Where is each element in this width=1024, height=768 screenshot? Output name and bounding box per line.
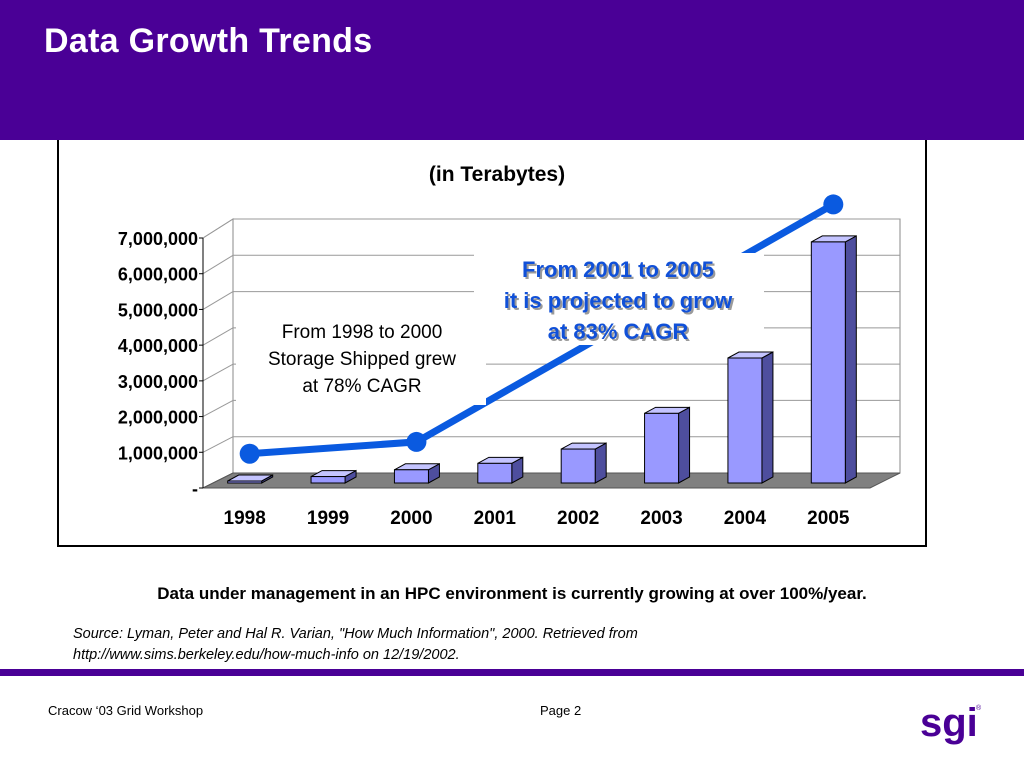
footer-event: Cracow ‘03 Grid Workshop bbox=[48, 703, 204, 718]
bar bbox=[644, 412, 680, 484]
x-tick-label: 1999 bbox=[307, 508, 349, 529]
bar bbox=[227, 480, 263, 484]
trend-marker bbox=[823, 194, 844, 215]
trend-marker bbox=[406, 431, 427, 452]
chart: (in Terabytes) - 1,000,000 2,000,000 3,000,0… bbox=[118, 163, 901, 529]
bar-side bbox=[844, 235, 857, 484]
y-tick-label: 7,000,000 bbox=[118, 229, 198, 249]
annotation-1-line: at 78% CAGR bbox=[302, 376, 421, 397]
trend-marker bbox=[239, 443, 260, 464]
bar bbox=[810, 241, 846, 484]
y-tick-label: 2,000,000 bbox=[118, 408, 198, 428]
gridline-side bbox=[202, 291, 234, 310]
annotation-1-line: Storage Shipped grew bbox=[268, 349, 456, 370]
y-tick-label: 5,000,000 bbox=[118, 300, 198, 320]
annotation-2-line: at 83% CAGR bbox=[548, 319, 689, 344]
gridline-side bbox=[202, 363, 234, 382]
gridline-side bbox=[202, 327, 234, 346]
annotation-1-bg bbox=[236, 317, 486, 405]
bar bbox=[560, 448, 596, 484]
chart-floor bbox=[202, 472, 901, 489]
annotation-2-line: it is projected to grow bbox=[504, 288, 733, 313]
sgi-logo: sgi ® bbox=[920, 701, 982, 745]
side-wall bbox=[202, 218, 234, 489]
y-tick-label: 4,000,000 bbox=[118, 336, 198, 356]
x-tick-label: 2002 bbox=[557, 508, 599, 529]
annotation-2-bg bbox=[474, 253, 764, 345]
gridline-side bbox=[202, 254, 234, 275]
gridline-side bbox=[202, 436, 234, 453]
y-tick-label: 6,000,000 bbox=[118, 265, 198, 285]
bar bbox=[310, 476, 346, 484]
bar bbox=[477, 462, 513, 484]
slide-title: Data Growth Trends bbox=[44, 22, 373, 60]
gridline-side bbox=[202, 399, 234, 418]
gridline-side bbox=[202, 218, 234, 239]
takeaway-text: Data under management in an HPC environm… bbox=[157, 584, 867, 603]
x-tick-label: 2000 bbox=[390, 508, 432, 529]
y-tick-label: 1,000,000 bbox=[118, 443, 198, 463]
chart-title: (in Terabytes) bbox=[429, 163, 565, 186]
bar bbox=[727, 357, 763, 484]
bar-side bbox=[678, 406, 691, 484]
source-line-1: Source: Lyman, Peter and Hal R. Varian, … bbox=[73, 626, 638, 642]
annotation-2-shadow: it is projected to grow bbox=[506, 290, 735, 315]
y-tick-label: 3,000,000 bbox=[118, 372, 198, 392]
source-citation: Source: Lyman, Peter and Hal R. Varian, … bbox=[73, 624, 638, 666]
title-bar bbox=[0, 0, 1024, 140]
bar bbox=[393, 469, 429, 484]
annotation-2-shadow: From 2001 to 2005 bbox=[524, 259, 716, 284]
x-tick-label: 1998 bbox=[224, 508, 266, 529]
y-tick-label: - bbox=[192, 479, 198, 499]
svg-text:®: ® bbox=[976, 704, 982, 712]
annotation-2-line: From 2001 to 2005 bbox=[522, 257, 714, 282]
annotation-2-shadow: at 83% CAGR bbox=[550, 321, 691, 346]
x-tick-label: 2004 bbox=[724, 508, 767, 529]
page-number: Page 2 bbox=[540, 703, 582, 718]
footer-rule bbox=[0, 669, 1024, 676]
bar-side bbox=[594, 442, 607, 484]
x-tick-label: 2005 bbox=[807, 508, 850, 529]
annotation-1-line: From 1998 to 2000 bbox=[282, 322, 443, 343]
bar-side bbox=[761, 351, 774, 484]
source-line-2: http://www.sims.berkeley.edu/how-much-in… bbox=[73, 647, 460, 663]
x-tick-label: 2001 bbox=[474, 508, 517, 529]
x-tick-label: 2003 bbox=[640, 508, 682, 529]
svg-text:sgi: sgi bbox=[920, 701, 978, 745]
